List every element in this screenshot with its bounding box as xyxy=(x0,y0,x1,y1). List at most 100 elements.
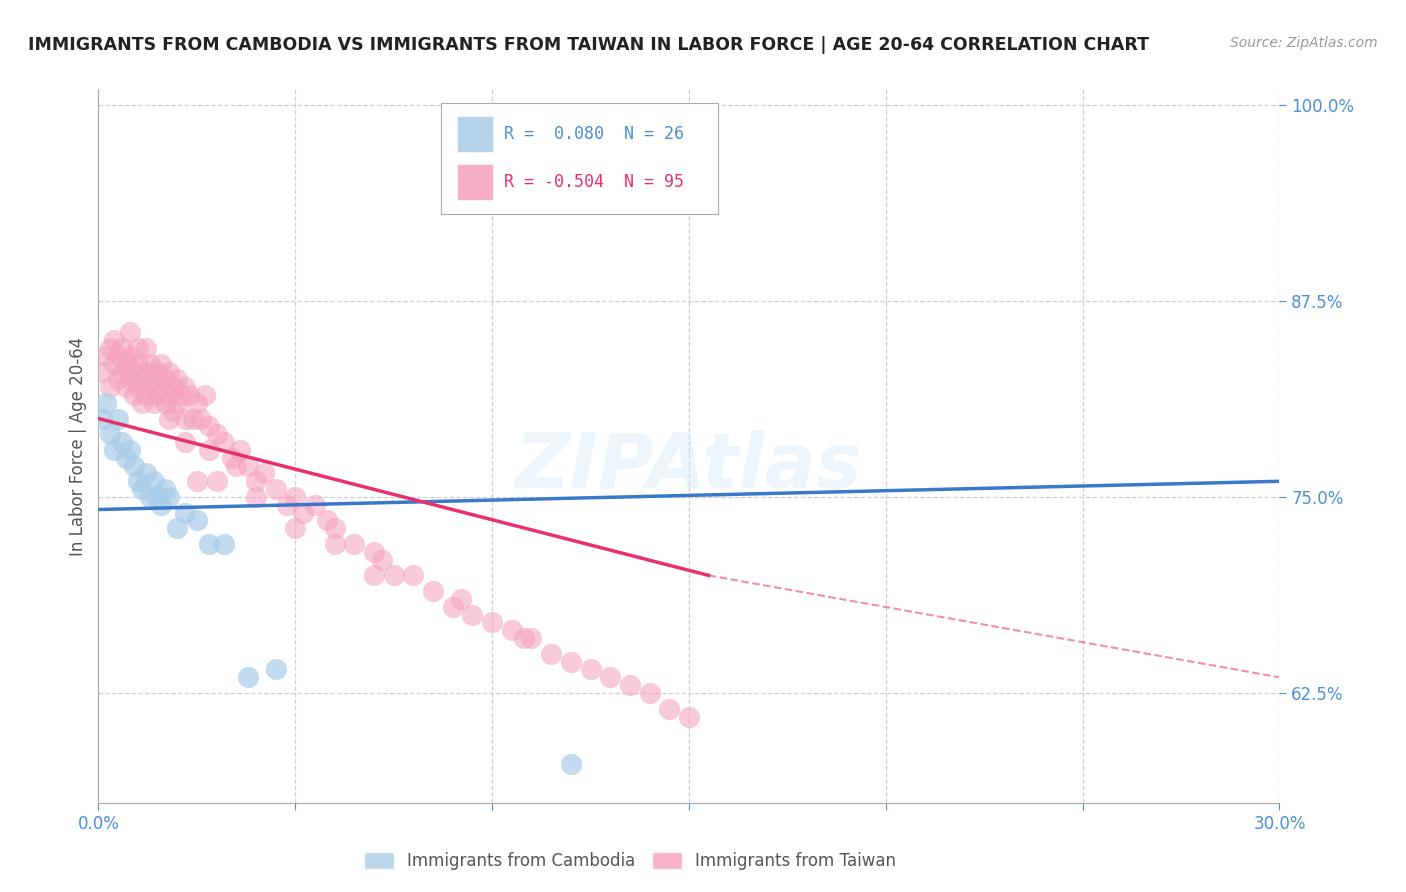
Point xyxy=(292,506,315,520)
Point xyxy=(174,380,197,394)
Point xyxy=(225,458,247,473)
Point xyxy=(157,388,180,402)
Point xyxy=(122,388,145,402)
Point xyxy=(96,396,118,410)
Point xyxy=(107,372,129,386)
Point xyxy=(599,670,621,684)
Point xyxy=(520,631,543,645)
Text: R =  0.080  N = 26: R = 0.080 N = 26 xyxy=(503,125,683,143)
Point xyxy=(127,475,149,489)
Point xyxy=(186,396,208,410)
Text: IMMIGRANTS FROM CAMBODIA VS IMMIGRANTS FROM TAIWAN IN LABOR FORCE | AGE 20-64 CO: IMMIGRANTS FROM CAMBODIA VS IMMIGRANTS F… xyxy=(28,36,1149,54)
Point xyxy=(135,467,157,481)
Point xyxy=(323,521,346,535)
Point xyxy=(323,537,346,551)
Point xyxy=(166,396,188,410)
Point xyxy=(214,435,236,450)
Point xyxy=(162,403,184,417)
Point xyxy=(155,482,177,496)
Point xyxy=(150,357,173,371)
Point xyxy=(245,475,267,489)
Point xyxy=(197,442,219,457)
Point xyxy=(214,537,236,551)
Point xyxy=(540,647,562,661)
Point xyxy=(343,537,366,551)
Point xyxy=(146,388,169,402)
Point xyxy=(115,380,138,394)
Point xyxy=(382,568,405,582)
Point xyxy=(98,380,121,394)
Point xyxy=(157,411,180,425)
Point xyxy=(678,709,700,723)
Point xyxy=(115,357,138,371)
Point xyxy=(205,427,228,442)
Point xyxy=(658,702,681,716)
FancyBboxPatch shape xyxy=(457,164,494,200)
Y-axis label: In Labor Force | Age 20-64: In Labor Force | Age 20-64 xyxy=(69,336,87,556)
Point xyxy=(264,482,287,496)
Point xyxy=(205,475,228,489)
Point xyxy=(150,380,173,394)
Point xyxy=(422,584,444,599)
Point xyxy=(122,364,145,378)
Point xyxy=(155,396,177,410)
Point xyxy=(190,411,212,425)
Point xyxy=(127,357,149,371)
Point xyxy=(264,663,287,677)
Point xyxy=(96,349,118,363)
Point xyxy=(371,552,394,566)
Point xyxy=(127,380,149,394)
Point xyxy=(363,545,385,559)
FancyBboxPatch shape xyxy=(457,116,494,152)
Point xyxy=(146,490,169,504)
Point xyxy=(107,411,129,425)
Point xyxy=(170,388,193,402)
Point xyxy=(276,498,298,512)
Point xyxy=(166,521,188,535)
Point xyxy=(157,490,180,504)
Point xyxy=(131,396,153,410)
Point xyxy=(91,411,114,425)
Point xyxy=(236,458,259,473)
Point xyxy=(236,670,259,684)
Point xyxy=(284,521,307,535)
Point xyxy=(111,364,134,378)
Point xyxy=(363,568,385,582)
Point xyxy=(501,624,523,638)
Point xyxy=(638,686,661,700)
Point xyxy=(194,388,217,402)
Text: ZIPAtlas: ZIPAtlas xyxy=(515,431,863,504)
Point xyxy=(245,490,267,504)
Point xyxy=(127,341,149,355)
Point xyxy=(115,450,138,465)
Legend: Immigrants from Cambodia, Immigrants from Taiwan: Immigrants from Cambodia, Immigrants fro… xyxy=(357,845,903,877)
Point xyxy=(91,364,114,378)
Point xyxy=(111,435,134,450)
Point xyxy=(98,427,121,442)
Point xyxy=(229,442,252,457)
Point xyxy=(221,450,243,465)
Point xyxy=(315,514,337,528)
Point xyxy=(131,482,153,496)
Point xyxy=(103,333,125,347)
Point xyxy=(103,357,125,371)
Point xyxy=(197,537,219,551)
Point xyxy=(461,607,484,622)
Point xyxy=(579,663,602,677)
Point xyxy=(122,458,145,473)
Point xyxy=(304,498,326,512)
Point xyxy=(118,326,141,340)
Point xyxy=(174,411,197,425)
Point xyxy=(560,655,582,669)
Point xyxy=(118,442,141,457)
Point xyxy=(118,372,141,386)
Point xyxy=(138,380,160,394)
Point xyxy=(174,506,197,520)
Point xyxy=(619,678,641,692)
Point xyxy=(177,388,200,402)
Text: R = -0.504  N = 95: R = -0.504 N = 95 xyxy=(503,173,683,191)
Point xyxy=(441,599,464,614)
Point xyxy=(186,514,208,528)
Point xyxy=(481,615,503,630)
Point xyxy=(512,631,534,645)
